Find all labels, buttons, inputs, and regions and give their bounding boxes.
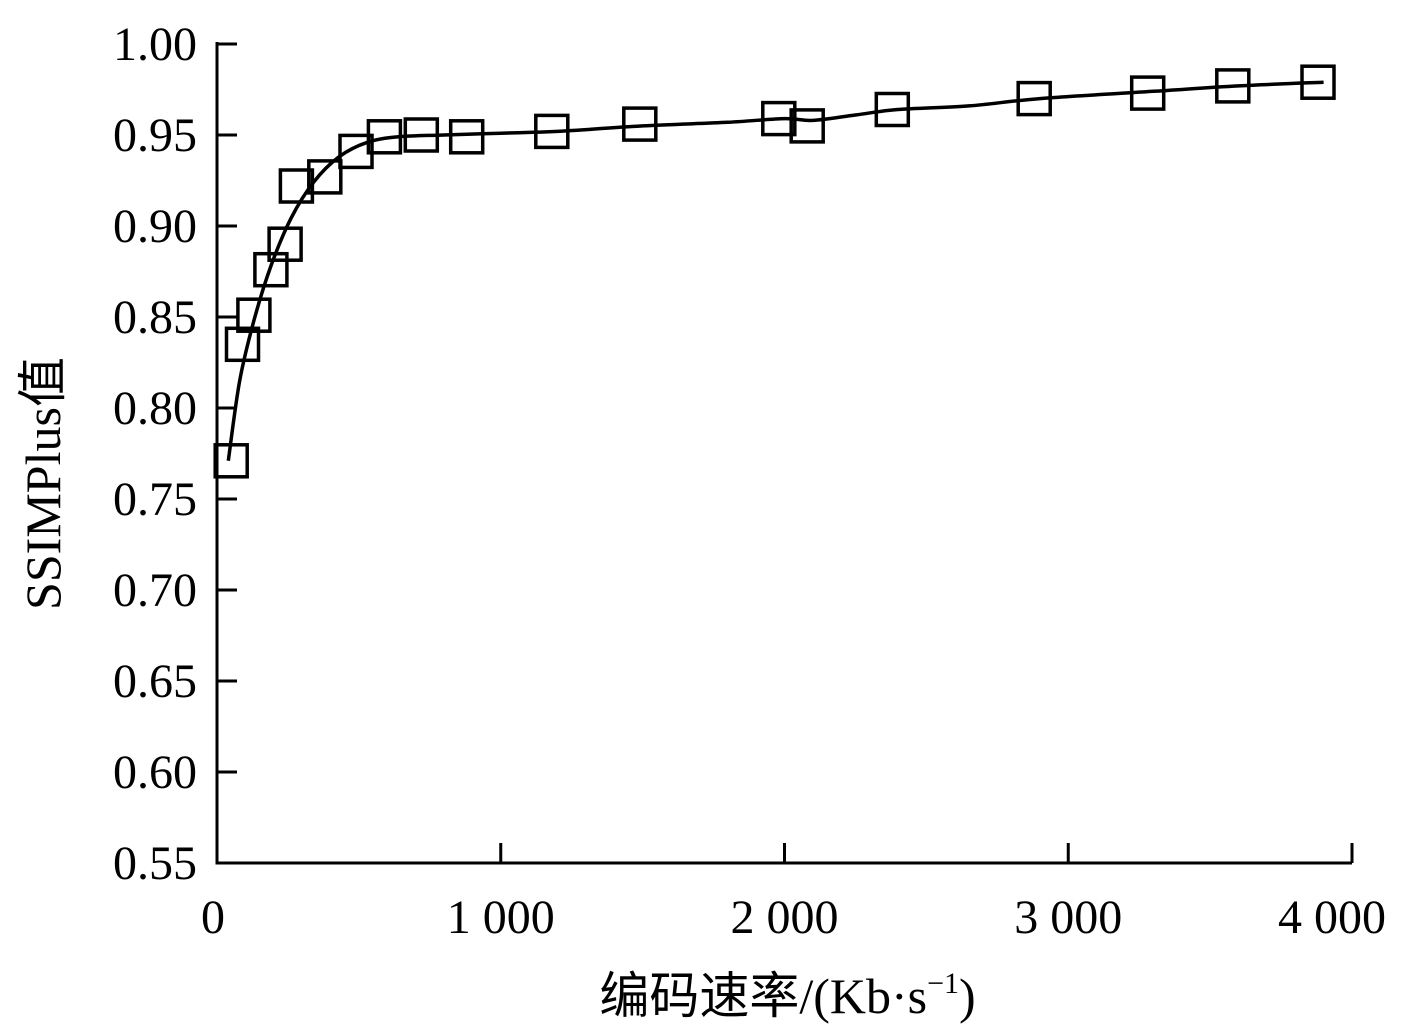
y-tick-label: 0.95	[113, 109, 197, 162]
data-point-marker	[307, 159, 343, 195]
data-point-marker	[1300, 64, 1336, 100]
axes	[215, 42, 1352, 865]
data-point-marker	[253, 251, 289, 288]
y-tick-label: 0.70	[113, 564, 197, 617]
data-point-marker	[534, 113, 570, 150]
data-point-marker	[213, 443, 249, 479]
data-point-marker	[403, 117, 440, 153]
data-point-marker	[1215, 68, 1251, 104]
x-axis-title-superscript: −1	[927, 967, 959, 1000]
x-axis-title-main: 编码速率/(Kb·s	[599, 968, 927, 1024]
x-axis-title-close: )	[959, 968, 976, 1024]
y-tick-label: 0.75	[113, 473, 197, 526]
data-point-marker	[874, 91, 911, 128]
data-point-marker	[267, 226, 303, 262]
fit-curve-line	[226, 80, 1324, 462]
data-point-marker	[366, 119, 403, 155]
y-tick-label: 0.65	[113, 655, 197, 708]
x-tick-label: 4 000	[1278, 891, 1386, 944]
y-tick-label: 0.60	[113, 746, 197, 799]
x-tick-label: 1 000	[447, 891, 555, 944]
data-point-marker	[1016, 80, 1052, 117]
y-tick-label: 0.90	[113, 200, 197, 253]
data-point-marker	[278, 168, 315, 204]
x-axis-title: 编码速率/(Kb·s−1)	[599, 967, 975, 1024]
x-tick-label: 2 000	[731, 891, 839, 944]
data-point-marker	[622, 106, 658, 142]
x-tick-label: 0	[201, 891, 225, 944]
data-point-marker	[761, 100, 797, 137]
x-tick-label: 3 000	[1014, 891, 1122, 944]
x-axis-ticks: 0 1 000 2 000 3 000 4 000	[201, 843, 1386, 944]
y-axis-title: SSIMPlus值	[15, 357, 71, 610]
plot-area	[213, 64, 1336, 479]
data-point-marker	[224, 326, 261, 363]
data-point-marker	[789, 108, 825, 144]
y-tick-label: 0.80	[113, 382, 197, 435]
y-tick-label: 1.00	[113, 18, 197, 71]
y-tick-label: 0.55	[113, 837, 197, 890]
data-point-marker	[1129, 75, 1166, 111]
data-point-marker	[448, 119, 485, 155]
y-tick-label: 0.85	[113, 291, 197, 344]
data-point-marker	[236, 297, 272, 333]
data-markers	[213, 64, 1336, 479]
